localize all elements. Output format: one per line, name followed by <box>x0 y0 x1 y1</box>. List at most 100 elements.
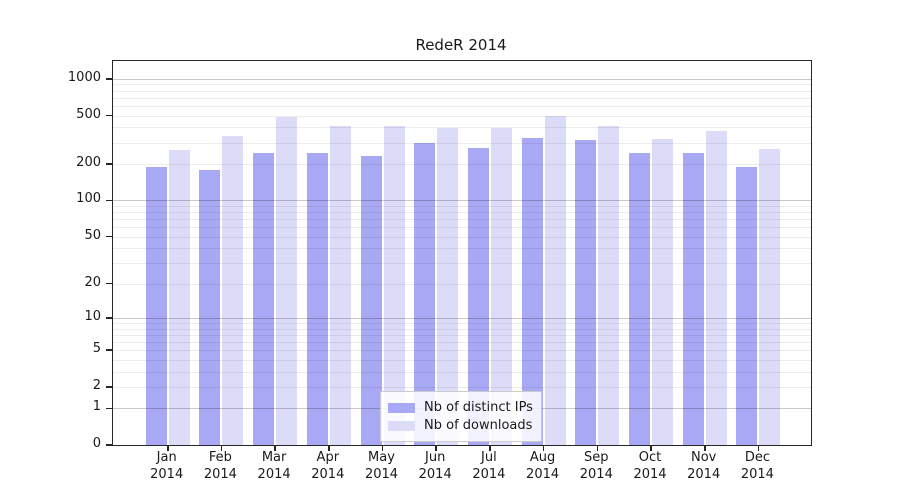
y-tick <box>106 78 112 80</box>
legend-swatch-downloads <box>388 420 415 431</box>
x-label-month: Jun <box>425 450 446 465</box>
y-tick-label: 20 <box>84 274 101 290</box>
minor-gridline <box>113 323 811 324</box>
x-tick <box>435 445 437 451</box>
legend-label-downloads: Nb of downloads <box>424 417 533 433</box>
x-tick-label: Jan 2014 <box>137 449 197 483</box>
x-label-year: 2014 <box>472 467 506 482</box>
bar-distinct-ips-mar <box>253 153 275 445</box>
legend: Nb of distinct IPs Nb of downloads <box>380 391 542 442</box>
minor-gridline <box>113 105 811 107</box>
bar-distinct-ips-jul <box>467 147 489 445</box>
y-tick <box>106 163 112 165</box>
bar-distinct-ips-oct <box>629 153 650 445</box>
x-label-year: 2014 <box>311 467 345 482</box>
x-tick-label: Jul 2014 <box>459 449 519 483</box>
x-label-year: 2014 <box>150 467 184 482</box>
x-tick <box>757 445 760 451</box>
y-tick-label: 1 <box>92 399 101 415</box>
y-tick-label: 100 <box>76 191 101 207</box>
minor-gridline <box>113 341 811 343</box>
x-label-month: May <box>368 450 395 465</box>
x-label-month: Mar <box>261 450 287 465</box>
x-tick <box>167 445 169 451</box>
minor-gridline <box>113 386 811 388</box>
y-tick <box>106 317 112 319</box>
x-tick <box>489 445 491 451</box>
x-tick-label: Oct 2014 <box>620 449 680 483</box>
y-tick <box>106 444 112 446</box>
x-label-month: Dec <box>744 450 770 465</box>
x-label-month: Nov <box>691 450 717 465</box>
minor-gridline <box>113 359 811 361</box>
bar-distinct-ips-sep <box>575 139 597 445</box>
bar-downloads-mar <box>276 116 298 445</box>
major-gridline <box>113 317 811 319</box>
x-label-year: 2014 <box>257 467 291 482</box>
y-tick <box>106 407 112 409</box>
x-tick-label: Mar 2014 <box>244 449 304 483</box>
y-tick <box>106 235 112 238</box>
legend-swatch-distinct-ips <box>388 402 415 413</box>
x-label-month: Sep <box>584 450 609 465</box>
x-tick <box>650 445 652 451</box>
x-tick <box>328 445 330 451</box>
major-gridline <box>113 78 811 80</box>
minor-gridline <box>113 283 811 285</box>
bar-downloads-nov <box>705 131 727 445</box>
bar-downloads-may <box>383 126 405 445</box>
minor-gridline <box>113 219 811 221</box>
minor-gridline <box>113 236 811 238</box>
minor-gridline <box>113 97 811 99</box>
x-tick-label: Nov 2014 <box>674 449 734 483</box>
y-tick <box>106 386 112 388</box>
x-label-year: 2014 <box>418 467 452 482</box>
minor-gridline <box>113 127 811 129</box>
x-label-year: 2014 <box>740 467 774 482</box>
y-tick-label: 200 <box>76 154 101 170</box>
x-tick-label: Sep 2014 <box>566 449 626 483</box>
x-label-month: Apr <box>316 450 340 465</box>
x-tick-label: Apr 2014 <box>298 449 358 483</box>
legend-entry-distinct-ips: Nb of distinct IPs <box>388 399 533 416</box>
plot-area: Nb of distinct IPs Nb of downloads <box>106 60 812 451</box>
y-tick <box>106 114 112 117</box>
x-tick <box>381 445 384 451</box>
x-label-year: 2014 <box>579 467 613 482</box>
legend-label-distinct-ips: Nb of distinct IPs <box>424 399 533 415</box>
x-label-month: Jul <box>481 450 497 465</box>
minor-gridline <box>113 334 811 336</box>
x-tick <box>596 445 599 451</box>
x-tick <box>542 445 545 451</box>
minor-gridline <box>113 205 811 207</box>
minor-gridline <box>113 212 811 214</box>
minor-gridline <box>113 163 811 165</box>
x-tick-label: May 2014 <box>352 449 412 483</box>
y-tick <box>106 282 112 285</box>
y-tick <box>106 199 112 202</box>
bar-downloads-apr <box>329 125 351 445</box>
x-label-year: 2014 <box>203 467 237 482</box>
bar-distinct-ips-dec <box>736 166 758 445</box>
minor-gridline <box>113 248 811 250</box>
chart-title: RedeR 2014 <box>415 36 507 54</box>
minor-gridline <box>113 263 811 264</box>
minor-gridline <box>113 84 811 86</box>
x-label-month: Feb <box>208 450 232 465</box>
bar-downloads-jan <box>168 149 190 445</box>
bar-downloads-jun <box>437 127 459 445</box>
x-label-year: 2014 <box>526 467 560 482</box>
x-label-year: 2014 <box>364 467 399 482</box>
bar-downloads-oct <box>652 138 673 445</box>
x-label-month: Jan <box>156 450 177 465</box>
x-tick-label: Feb 2014 <box>190 449 250 483</box>
minor-gridline <box>113 115 811 117</box>
y-tick-label: 2 <box>92 377 101 393</box>
legend-entry-downloads: Nb of downloads <box>388 417 533 434</box>
major-gridline <box>113 200 811 202</box>
bar-distinct-ips-feb <box>199 170 221 445</box>
bar-distinct-ips-jan <box>145 166 167 445</box>
y-tick-label: 1000 <box>67 69 101 85</box>
x-label-year: 2014 <box>687 467 721 482</box>
